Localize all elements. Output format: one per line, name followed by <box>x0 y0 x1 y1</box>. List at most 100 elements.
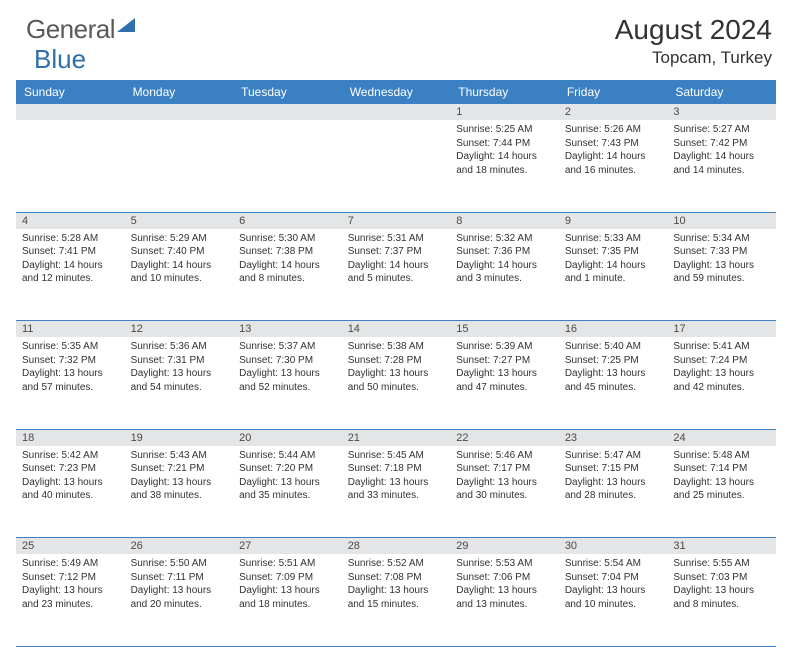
weekday-header-row: SundayMondayTuesdayWednesdayThursdayFrid… <box>16 80 776 104</box>
day-number-row: 45678910 <box>16 212 776 229</box>
day-cell: Sunrise: 5:46 AMSunset: 7:17 PMDaylight:… <box>450 446 559 538</box>
daylight-line: Daylight: 13 hours and 54 minutes. <box>131 367 228 394</box>
sunrise-line: Sunrise: 5:27 AM <box>673 123 770 137</box>
day-number: 12 <box>125 321 234 338</box>
day-cell: Sunrise: 5:25 AMSunset: 7:44 PMDaylight:… <box>450 120 559 212</box>
sunset-line: Sunset: 7:31 PM <box>131 354 228 368</box>
day-number: 18 <box>16 429 125 446</box>
day-cell: Sunrise: 5:47 AMSunset: 7:15 PMDaylight:… <box>559 446 668 538</box>
day-cell: Sunrise: 5:26 AMSunset: 7:43 PMDaylight:… <box>559 120 668 212</box>
day-number: 21 <box>342 429 451 446</box>
day-cell: Sunrise: 5:28 AMSunset: 7:41 PMDaylight:… <box>16 229 125 321</box>
daylight-line: Daylight: 13 hours and 18 minutes. <box>239 584 336 611</box>
day-number: 4 <box>16 212 125 229</box>
day-cell: Sunrise: 5:41 AMSunset: 7:24 PMDaylight:… <box>667 337 776 429</box>
day-number: 8 <box>450 212 559 229</box>
sunset-line: Sunset: 7:30 PM <box>239 354 336 368</box>
sunset-line: Sunset: 7:04 PM <box>565 571 662 585</box>
weekday-header: Monday <box>125 80 234 104</box>
daylight-line: Daylight: 13 hours and 42 minutes. <box>673 367 770 394</box>
calendar-table: SundayMondayTuesdayWednesdayThursdayFrid… <box>16 80 776 647</box>
day-number: 28 <box>342 538 451 555</box>
sunrise-line: Sunrise: 5:42 AM <box>22 449 119 463</box>
header: General August 2024 Topcam, Turkey <box>0 0 792 74</box>
sunset-line: Sunset: 7:09 PM <box>239 571 336 585</box>
daylight-line: Daylight: 13 hours and 15 minutes. <box>348 584 445 611</box>
daylight-line: Daylight: 14 hours and 5 minutes. <box>348 259 445 286</box>
day-number: 11 <box>16 321 125 338</box>
day-number <box>233 104 342 120</box>
sunrise-line: Sunrise: 5:25 AM <box>456 123 553 137</box>
sunrise-line: Sunrise: 5:52 AM <box>348 557 445 571</box>
daylight-line: Daylight: 13 hours and 23 minutes. <box>22 584 119 611</box>
daylight-line: Daylight: 13 hours and 52 minutes. <box>239 367 336 394</box>
day-content-row: Sunrise: 5:49 AMSunset: 7:12 PMDaylight:… <box>16 554 776 646</box>
weekday-header: Friday <box>559 80 668 104</box>
sunset-line: Sunset: 7:43 PM <box>565 137 662 151</box>
sunset-line: Sunset: 7:37 PM <box>348 245 445 259</box>
sunrise-line: Sunrise: 5:38 AM <box>348 340 445 354</box>
day-cell: Sunrise: 5:39 AMSunset: 7:27 PMDaylight:… <box>450 337 559 429</box>
day-number: 26 <box>125 538 234 555</box>
day-cell: Sunrise: 5:43 AMSunset: 7:21 PMDaylight:… <box>125 446 234 538</box>
sunset-line: Sunset: 7:27 PM <box>456 354 553 368</box>
weekday-header: Sunday <box>16 80 125 104</box>
sunset-line: Sunset: 7:23 PM <box>22 462 119 476</box>
sunset-line: Sunset: 7:17 PM <box>456 462 553 476</box>
weekday-header: Tuesday <box>233 80 342 104</box>
month-title: August 2024 <box>615 14 772 46</box>
sunrise-line: Sunrise: 5:43 AM <box>131 449 228 463</box>
day-cell: Sunrise: 5:37 AMSunset: 7:30 PMDaylight:… <box>233 337 342 429</box>
day-number-row: 123 <box>16 104 776 120</box>
day-cell: Sunrise: 5:36 AMSunset: 7:31 PMDaylight:… <box>125 337 234 429</box>
sunset-line: Sunset: 7:08 PM <box>348 571 445 585</box>
day-cell: Sunrise: 5:48 AMSunset: 7:14 PMDaylight:… <box>667 446 776 538</box>
sunrise-line: Sunrise: 5:41 AM <box>673 340 770 354</box>
day-content-row: Sunrise: 5:25 AMSunset: 7:44 PMDaylight:… <box>16 120 776 212</box>
sunset-line: Sunset: 7:20 PM <box>239 462 336 476</box>
day-cell: Sunrise: 5:49 AMSunset: 7:12 PMDaylight:… <box>16 554 125 646</box>
sunrise-line: Sunrise: 5:55 AM <box>673 557 770 571</box>
sunrise-line: Sunrise: 5:48 AM <box>673 449 770 463</box>
day-cell: Sunrise: 5:29 AMSunset: 7:40 PMDaylight:… <box>125 229 234 321</box>
weekday-header: Saturday <box>667 80 776 104</box>
daylight-line: Daylight: 13 hours and 38 minutes. <box>131 476 228 503</box>
day-number: 30 <box>559 538 668 555</box>
day-cell: Sunrise: 5:34 AMSunset: 7:33 PMDaylight:… <box>667 229 776 321</box>
sunrise-line: Sunrise: 5:35 AM <box>22 340 119 354</box>
brand-logo: General <box>26 14 135 45</box>
day-number: 17 <box>667 321 776 338</box>
day-content-row: Sunrise: 5:28 AMSunset: 7:41 PMDaylight:… <box>16 229 776 321</box>
sunset-line: Sunset: 7:18 PM <box>348 462 445 476</box>
daylight-line: Daylight: 13 hours and 59 minutes. <box>673 259 770 286</box>
day-number: 19 <box>125 429 234 446</box>
weekday-header: Thursday <box>450 80 559 104</box>
sunset-line: Sunset: 7:24 PM <box>673 354 770 368</box>
day-cell <box>16 120 125 212</box>
day-cell <box>125 120 234 212</box>
day-number: 22 <box>450 429 559 446</box>
daylight-line: Daylight: 14 hours and 3 minutes. <box>456 259 553 286</box>
day-cell: Sunrise: 5:35 AMSunset: 7:32 PMDaylight:… <box>16 337 125 429</box>
daylight-line: Daylight: 13 hours and 50 minutes. <box>348 367 445 394</box>
sunset-line: Sunset: 7:21 PM <box>131 462 228 476</box>
sunrise-line: Sunrise: 5:40 AM <box>565 340 662 354</box>
sunset-line: Sunset: 7:33 PM <box>673 245 770 259</box>
sail-icon <box>117 18 135 32</box>
sunrise-line: Sunrise: 5:36 AM <box>131 340 228 354</box>
sunset-line: Sunset: 7:25 PM <box>565 354 662 368</box>
sunrise-line: Sunrise: 5:33 AM <box>565 232 662 246</box>
brand-part1: General <box>26 14 115 45</box>
day-cell: Sunrise: 5:38 AMSunset: 7:28 PMDaylight:… <box>342 337 451 429</box>
title-block: August 2024 Topcam, Turkey <box>615 14 772 68</box>
day-cell: Sunrise: 5:51 AMSunset: 7:09 PMDaylight:… <box>233 554 342 646</box>
daylight-line: Daylight: 13 hours and 28 minutes. <box>565 476 662 503</box>
daylight-line: Daylight: 14 hours and 8 minutes. <box>239 259 336 286</box>
daylight-line: Daylight: 13 hours and 35 minutes. <box>239 476 336 503</box>
daylight-line: Daylight: 14 hours and 10 minutes. <box>131 259 228 286</box>
day-number: 9 <box>559 212 668 229</box>
daylight-line: Daylight: 13 hours and 47 minutes. <box>456 367 553 394</box>
sunset-line: Sunset: 7:15 PM <box>565 462 662 476</box>
sunrise-line: Sunrise: 5:51 AM <box>239 557 336 571</box>
day-number: 7 <box>342 212 451 229</box>
